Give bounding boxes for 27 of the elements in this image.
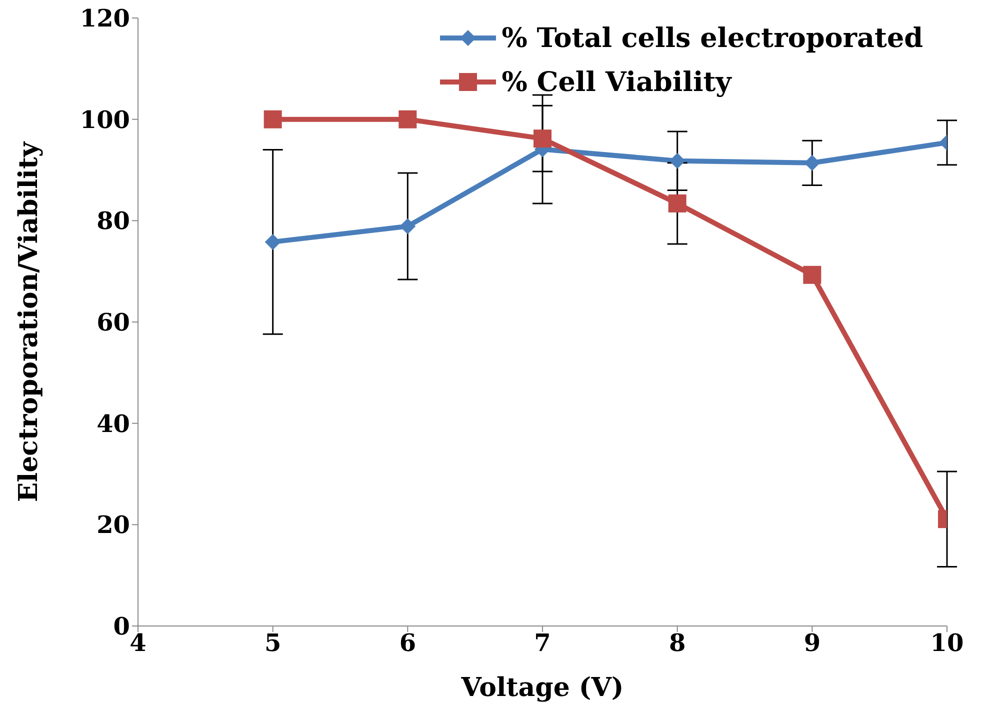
- x-axis-title: Voltage (V): [460, 673, 624, 703]
- y-tick-label: 100: [80, 104, 130, 134]
- y-tick-label: 40: [96, 408, 130, 438]
- y-tick-label: 80: [96, 206, 130, 236]
- x-tick-label: 10: [930, 628, 964, 658]
- x-tick-label: 6: [399, 628, 416, 658]
- point: [264, 234, 281, 250]
- point: [803, 266, 822, 284]
- x-tick-label: 9: [804, 628, 821, 658]
- x-tick-label: 4: [130, 628, 146, 658]
- x-tick-label: 5: [264, 628, 282, 658]
- point: [669, 152, 686, 169]
- y-tick-label: 20: [96, 510, 130, 540]
- point: [804, 154, 820, 171]
- point: [264, 110, 282, 128]
- point: [398, 110, 417, 128]
- y-axis-title: Electroporation/Viability: [14, 141, 44, 502]
- point: [534, 130, 552, 148]
- y-tick-label: 0: [113, 612, 130, 641]
- legend-label: % Total cells electroporated: [502, 22, 923, 54]
- x-tick-label: 8: [668, 628, 686, 658]
- y-tick-label: 60: [96, 308, 130, 337]
- y-tick-label: 120: [80, 4, 130, 33]
- legend-label: % Cell Viability: [502, 66, 732, 98]
- x-tick-label: 7: [534, 628, 551, 658]
- point: [400, 218, 416, 234]
- point: [668, 194, 686, 212]
